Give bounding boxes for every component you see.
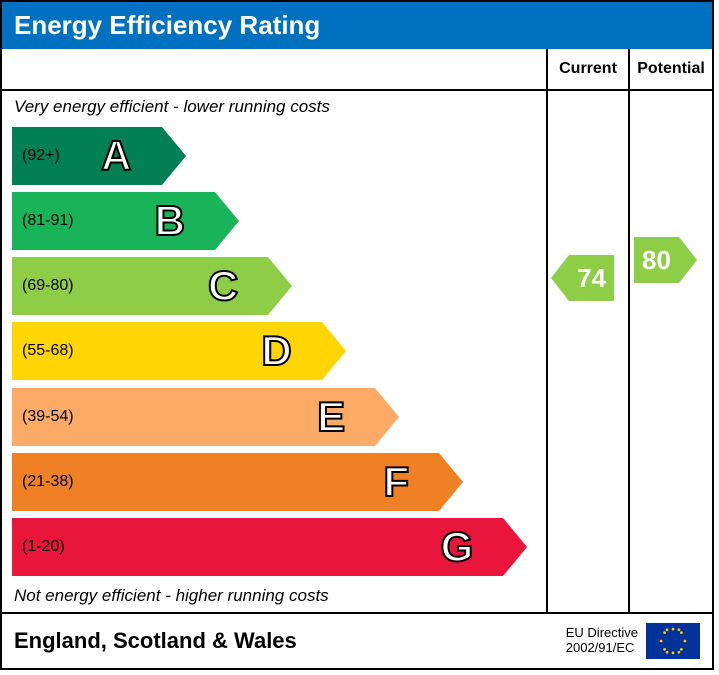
band-bar: (39-54)E <box>12 388 375 446</box>
bands-column: Very energy efficient - lower running co… <box>2 49 548 612</box>
band-range: (1-20) <box>12 538 503 556</box>
band-letter: A <box>101 132 131 180</box>
footer: England, Scotland & Wales EU Directive 2… <box>2 612 712 668</box>
pointer-value: 74 <box>569 255 614 301</box>
band-letter: E <box>317 393 345 441</box>
chart-title: Energy Efficiency Rating <box>2 2 712 49</box>
pointer-value: 80 <box>634 237 679 283</box>
band-letter: G <box>441 523 474 571</box>
bands-header-blank <box>2 49 546 91</box>
band-row-b: (81-91)B <box>12 192 546 250</box>
potential-header: Potential <box>630 49 712 91</box>
band-bar: (69-80)C <box>12 257 268 315</box>
band-letter: D <box>261 327 291 375</box>
band-letter: B <box>155 197 185 245</box>
epc-rating-chart: Energy Efficiency Rating Very energy eff… <box>0 0 714 670</box>
band-bar: (1-20)G <box>12 518 503 576</box>
caption-bottom: Not energy efficient - higher running co… <box>2 580 546 612</box>
caption-top: Very energy efficient - lower running co… <box>2 91 546 123</box>
band-row-g: (1-20)G <box>12 518 546 576</box>
potential-pointer: 80 <box>634 237 679 283</box>
eu-line1: EU Directive <box>566 626 638 641</box>
band-row-f: (21-38)F <box>12 453 546 511</box>
band-bar: (55-68)D <box>12 322 322 380</box>
band-bar: (81-91)B <box>12 192 215 250</box>
chart-body: Very energy efficient - lower running co… <box>2 49 712 612</box>
potential-body: 80 <box>630 91 712 612</box>
band-row-d: (55-68)D <box>12 322 546 380</box>
current-pointer: 74 <box>569 255 624 301</box>
eu-directive-block: EU Directive 2002/91/EC <box>566 623 700 659</box>
region-label: England, Scotland & Wales <box>14 628 297 654</box>
current-body: 74 <box>548 91 628 612</box>
eu-flag-icon <box>646 623 700 659</box>
band-letter: C <box>208 262 238 310</box>
potential-column: Potential 80 <box>630 49 712 612</box>
current-column: Current 74 <box>548 49 630 612</box>
bands-list: (92+)A (81-91)B (69-80)C (55-68)D (39-54)E (2… <box>2 123 546 580</box>
band-row-c: (69-80)C <box>12 257 546 315</box>
current-header: Current <box>548 49 628 91</box>
band-row-a: (92+)A <box>12 127 546 185</box>
band-row-e: (39-54)E <box>12 388 546 446</box>
eu-line2: 2002/91/EC <box>566 641 638 656</box>
band-range: (21-38) <box>12 473 439 491</box>
eu-directive-text: EU Directive 2002/91/EC <box>566 626 638 656</box>
band-bar: (92+)A <box>12 127 162 185</box>
band-bar: (21-38)F <box>12 453 439 511</box>
band-letter: F <box>384 458 410 506</box>
band-range: (92+) <box>12 147 162 165</box>
